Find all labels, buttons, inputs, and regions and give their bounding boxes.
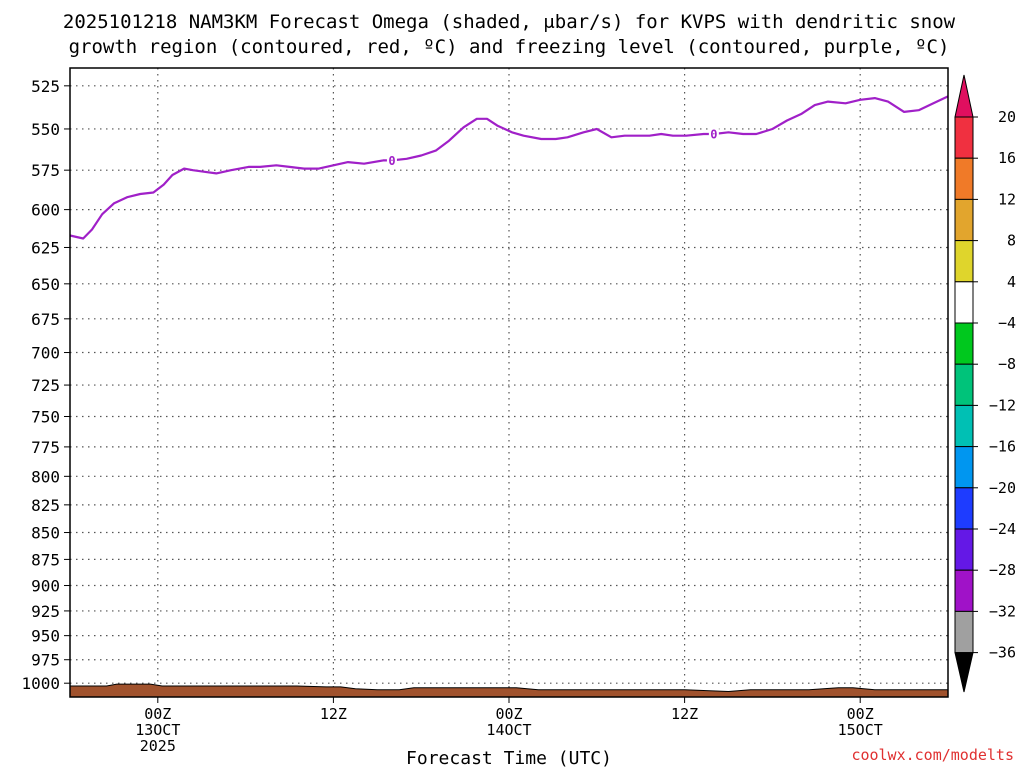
colorbar-box xyxy=(954,322,974,365)
y-tick-label: 575 xyxy=(31,161,60,180)
x-tick-label: 2025 xyxy=(140,737,176,755)
colorbar-bottom-arrow xyxy=(954,652,974,693)
colorbar-label: −16 xyxy=(989,438,1016,456)
x-axis-label: Forecast Time (UTC) xyxy=(406,748,612,768)
chart-title-line1: 2025101218 NAM3KM Forecast Omega (shaded… xyxy=(63,11,956,33)
terrain-area xyxy=(69,683,949,698)
colorbar-box xyxy=(954,487,974,530)
y-tick-label: 750 xyxy=(31,407,60,426)
colorbar-label: −4 xyxy=(998,314,1016,332)
y-tick-label: 950 xyxy=(31,627,60,646)
colorbar-label: 16 xyxy=(998,149,1016,167)
x-tick-label: 12Z xyxy=(671,705,698,723)
freezing-contour-label: 0 xyxy=(710,127,717,141)
contour-label-bg xyxy=(386,153,397,167)
x-tick-label: 13OCT xyxy=(135,721,180,739)
freezing-contour-label: 0 xyxy=(388,154,395,168)
colorbar-box xyxy=(954,281,974,324)
y-axis: 525 550 575 600 625 650 675 700 725 750 775 800 825 8… xyxy=(21,77,70,693)
y-tick-label: 725 xyxy=(31,376,60,395)
credit-text: coolwx.com/modelts xyxy=(851,746,1014,764)
y-tick-label: 850 xyxy=(31,524,60,543)
colorbar-box xyxy=(954,198,974,242)
x-tick-label: 00Z xyxy=(144,705,171,723)
omega-colorbar: 20 16 12 8 4 −4 −8 −12 −16 −20 −24 −28 −32 −36 xyxy=(954,74,1016,693)
x-tick-label: 00Z xyxy=(495,705,522,723)
colorbar-box xyxy=(954,446,974,489)
y-tick-label: 700 xyxy=(31,344,60,363)
terrain-layer xyxy=(69,683,949,698)
colorbar-box xyxy=(954,363,974,406)
freezing-level-layer: 00 xyxy=(69,95,949,240)
chart-title-line2: growth region (contoured, red, ºC) and f… xyxy=(69,36,950,58)
colorbar-label: −24 xyxy=(989,520,1016,538)
y-tick-label: 875 xyxy=(31,550,60,569)
y-tick-label: 550 xyxy=(31,120,60,139)
y-tick-label: 925 xyxy=(31,602,60,621)
colorbar-box xyxy=(954,610,974,654)
y-tick-label: 900 xyxy=(31,577,60,596)
colorbar-label: 20 xyxy=(998,108,1016,126)
freezing-level-line xyxy=(69,95,949,240)
colorbar-box xyxy=(954,528,974,571)
y-tick-label: 775 xyxy=(31,438,60,457)
y-tick-label: 800 xyxy=(31,467,60,486)
x-tick-label: 00Z xyxy=(847,705,874,723)
colorbar-label: 12 xyxy=(998,190,1016,208)
plot-grid xyxy=(70,68,948,697)
colorbar-label: −28 xyxy=(989,561,1016,579)
colorbar-label: 4 xyxy=(1007,273,1016,291)
x-tick-label: 14OCT xyxy=(486,721,531,739)
y-tick-label: 1000 xyxy=(21,674,60,693)
colorbar-box xyxy=(954,569,974,612)
y-tick-label: 675 xyxy=(31,310,60,329)
colorbar-label: 8 xyxy=(1007,232,1016,250)
y-tick-label: 650 xyxy=(31,275,60,294)
x-tick-label: 12Z xyxy=(320,705,347,723)
colorbar-label: −8 xyxy=(998,355,1016,373)
colorbar-label: −20 xyxy=(989,479,1016,497)
colorbar-label: −12 xyxy=(989,396,1016,414)
colorbar-label: −32 xyxy=(989,602,1016,620)
colorbar-top-arrow xyxy=(954,74,974,118)
x-tick-label: 15OCT xyxy=(838,721,883,739)
y-tick-label: 525 xyxy=(31,77,60,96)
y-tick-label: 600 xyxy=(31,201,60,220)
colorbar-box xyxy=(954,116,974,159)
colorbar-box xyxy=(954,404,974,448)
y-tick-label: 625 xyxy=(31,238,60,257)
y-tick-label: 825 xyxy=(31,496,60,515)
contour-label-bg xyxy=(708,126,719,140)
y-tick-label: 975 xyxy=(31,651,60,670)
colorbar-label: −36 xyxy=(989,644,1016,662)
colorbar-box xyxy=(954,240,974,283)
colorbar-box xyxy=(954,157,974,200)
